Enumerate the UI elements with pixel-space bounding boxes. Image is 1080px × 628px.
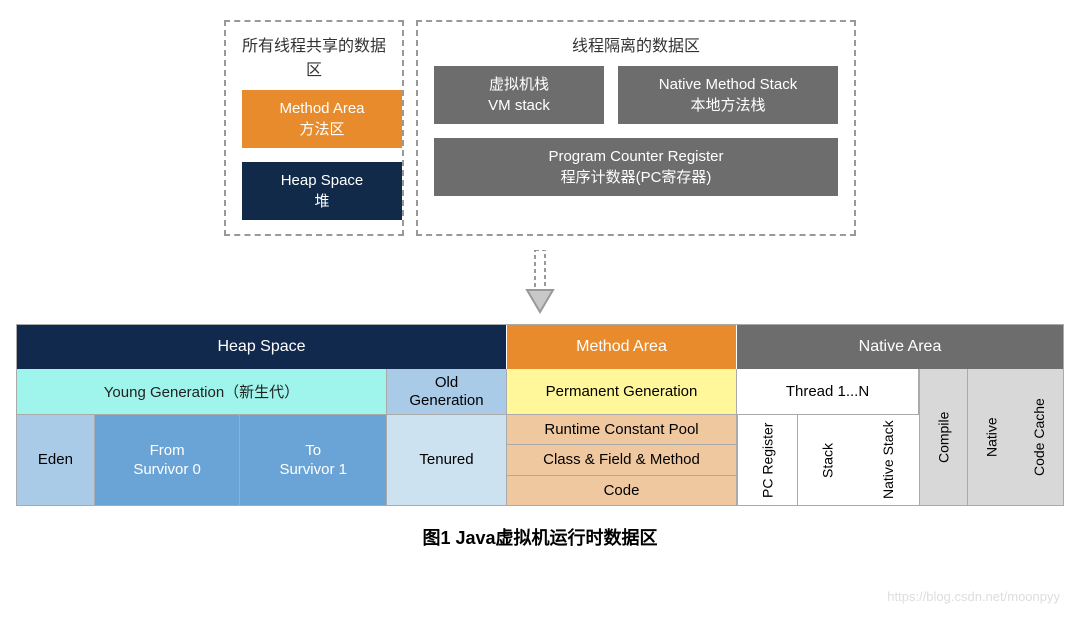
isolated-data-area: 线程隔离的数据区 虚拟机栈 VM stack Native Method Sta…: [416, 20, 856, 236]
table-header: Heap Space Method Area Native Area: [17, 325, 1063, 369]
header-native: Native Area: [737, 325, 1063, 369]
watermark: https://blog.csdn.net/moonpyy: [887, 589, 1060, 604]
stack-col: Stack: [797, 415, 857, 505]
thread-block: Thread 1...N PC Register Stack Native St…: [737, 369, 919, 505]
header-heap: Heap Space: [17, 325, 507, 369]
compile-col: Compile: [919, 369, 967, 505]
arrow-down: [0, 250, 1080, 314]
native-cn: 本地方法栈: [690, 95, 765, 116]
method-column: Permanent Generation Runtime Constant Po…: [507, 369, 737, 505]
method-area-en: Method Area: [279, 98, 364, 119]
thread-label: Thread 1...N: [737, 369, 918, 415]
heap-column: Young Generation（新生代） Eden From Survivor…: [17, 369, 507, 505]
pc-cn: 程序计数器(PC寄存器): [561, 167, 712, 188]
native-col: Native: [967, 369, 1015, 505]
old-gen-label: Old Generation: [387, 369, 506, 415]
pc-en: Program Counter Register: [548, 146, 723, 167]
heap-en: Heap Space: [281, 170, 364, 191]
top-diagram: 所有线程共享的数据区 Method Area 方法区 Heap Space 堆 …: [0, 0, 1080, 236]
survivor1-cell: To Survivor 1: [240, 415, 386, 505]
pc-register-col: PC Register: [737, 415, 797, 505]
young-gen: Young Generation（新生代） Eden From Survivor…: [17, 369, 387, 505]
vmstack-cn: 虚拟机栈: [489, 74, 549, 95]
header-method: Method Area: [507, 325, 737, 369]
arrow-down-icon: [523, 250, 557, 314]
native-stack-col: Native Stack: [857, 415, 919, 505]
method-row-2: Code: [507, 476, 736, 505]
native-side: Compile Native Code Cache: [919, 369, 1063, 505]
native-en: Native Method Stack: [659, 74, 797, 95]
young-gen-label: Young Generation（新生代）: [17, 369, 386, 415]
method-area-box: Method Area 方法区: [242, 90, 402, 148]
survivor0-cell: From Survivor 0: [95, 415, 241, 505]
vm-stack-box: 虚拟机栈 VM stack: [434, 66, 604, 124]
shared-title: 所有线程共享的数据区: [242, 32, 386, 80]
codecache-col: Code Cache: [1015, 369, 1063, 505]
method-area-cn: 方法区: [299, 119, 344, 140]
figure-caption: 图1 Java虚拟机运行时数据区: [0, 524, 1080, 550]
native-column: Thread 1...N PC Register Stack Native St…: [737, 369, 1063, 505]
old-gen: Old Generation Tenured: [387, 369, 506, 505]
heap-cn: 堆: [314, 191, 329, 212]
heap-space-box: Heap Space 堆: [242, 162, 402, 220]
eden-cell: Eden: [17, 415, 95, 505]
method-row-1: Class & Field & Method: [507, 445, 736, 475]
table-body: Young Generation（新生代） Eden From Survivor…: [17, 369, 1063, 505]
isolated-title: 线程隔离的数据区: [434, 32, 838, 56]
shared-data-area: 所有线程共享的数据区 Method Area 方法区 Heap Space 堆: [224, 20, 404, 236]
method-rows: Runtime Constant Pool Class & Field & Me…: [507, 415, 736, 505]
tenured-cell: Tenured: [387, 415, 506, 505]
method-row-0: Runtime Constant Pool: [507, 415, 736, 445]
vmstack-en: VM stack: [488, 95, 550, 116]
pc-register-box: Program Counter Register 程序计数器(PC寄存器): [434, 138, 838, 196]
native-stack-box: Native Method Stack 本地方法栈: [618, 66, 838, 124]
memory-table: Heap Space Method Area Native Area Young…: [16, 324, 1064, 506]
perm-gen-label: Permanent Generation: [507, 369, 736, 415]
